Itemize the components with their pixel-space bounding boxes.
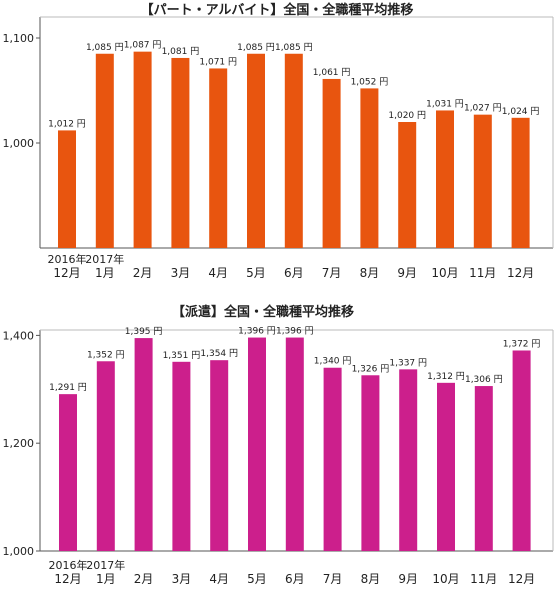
x-tick-label: 12月	[54, 572, 81, 586]
part-time-average-wage-chart: 【パート・アルバイト】全国・全職種平均推移 1,000 1,100 1,012 円 2…	[3, 2, 554, 280]
chart-title: 【パート・アルバイト】全国・全職種平均推移	[141, 2, 414, 18]
bar	[210, 360, 229, 551]
data-label: 1,354 円	[200, 348, 238, 359]
data-label: 1,340 円	[314, 356, 352, 367]
data-label: 1,027 円	[464, 103, 502, 114]
x-tick-label: 2月	[134, 572, 154, 586]
x-tick-label: 12月	[53, 266, 80, 280]
dispatch-average-wage-chart: 【派遣】全国・全職種平均推移 1,000 1,200 1,400 1,291 円 201…	[3, 304, 554, 586]
x-tick-label: 7月	[323, 572, 343, 586]
x-tick-label-year: 2017年	[86, 558, 125, 572]
chart-title: 【派遣】全国・全職種平均推移	[172, 304, 354, 320]
data-label: 1,061 円	[313, 67, 351, 78]
data-label: 1,396 円	[238, 326, 276, 337]
x-tick-label: 1月	[95, 266, 115, 280]
bar	[360, 88, 379, 249]
data-label: 1,337 円	[389, 357, 427, 368]
x-tick-label: 4月	[208, 266, 228, 280]
data-label: 1,352 円	[87, 349, 125, 360]
data-label: 1,312 円	[427, 371, 465, 382]
x-tick-label: 12月	[507, 266, 534, 280]
bar	[323, 367, 342, 551]
data-label: 1,012 円	[48, 118, 86, 129]
x-tick-label: 9月	[398, 572, 418, 586]
data-label: 1,326 円	[352, 363, 390, 374]
data-label: 1,085 円	[237, 42, 275, 53]
bar	[133, 51, 152, 249]
data-label: 1,085 円	[86, 42, 124, 53]
x-tick-label-year: 2016年	[48, 252, 87, 266]
y-tick-label: 1,000	[3, 137, 35, 150]
bar	[512, 350, 531, 551]
x-tick-label: 8月	[361, 572, 381, 586]
data-label: 1,087 円	[124, 40, 162, 51]
bar	[209, 68, 228, 248]
x-tick-label: 8月	[360, 266, 380, 280]
data-label: 1,031 円	[426, 98, 464, 109]
x-tick-label: 4月	[209, 572, 229, 586]
bar	[437, 382, 455, 551]
bar	[473, 114, 492, 249]
bar	[322, 78, 341, 248]
bar	[436, 110, 454, 248]
bar	[247, 53, 265, 248]
data-label: 1,081 円	[162, 46, 200, 57]
bar	[398, 122, 417, 248]
bar	[95, 53, 114, 248]
bar	[59, 394, 77, 551]
x-tick-label: 10月	[431, 266, 458, 280]
data-label: 1,052 円	[351, 76, 389, 87]
y-tick-label: 1,100	[3, 32, 35, 45]
bar	[474, 386, 493, 551]
y-tick-label: 1,200	[3, 437, 35, 450]
x-tick-label: 1月	[96, 572, 116, 586]
x-tick-label: 11月	[470, 572, 497, 586]
x-tick-label: 3月	[172, 572, 192, 586]
bar	[96, 361, 115, 551]
data-label: 1,395 円	[125, 326, 163, 337]
bar	[248, 337, 266, 551]
x-tick-label: 5月	[246, 266, 266, 280]
bar	[399, 369, 418, 551]
data-label: 1,085 円	[275, 42, 313, 53]
x-tick-label: 9月	[397, 266, 417, 280]
data-label: 1,306 円	[465, 374, 503, 385]
bar	[58, 130, 76, 248]
x-tick-label: 3月	[171, 266, 191, 280]
x-tick-label: 10月	[432, 572, 459, 586]
x-tick-label: 11月	[469, 266, 496, 280]
data-label: 1,071 円	[199, 56, 237, 67]
bar	[285, 337, 304, 551]
y-tick-label: 1,400	[3, 329, 35, 342]
x-tick-label: 6月	[284, 266, 304, 280]
bar	[361, 375, 380, 551]
bar	[511, 117, 530, 248]
data-label: 1,372 円	[503, 338, 541, 349]
data-label: 1,020 円	[388, 110, 426, 121]
data-label: 1,024 円	[502, 106, 540, 117]
bar	[171, 57, 190, 249]
x-tick-label-year: 2017年	[85, 252, 124, 266]
bar	[172, 361, 191, 551]
x-tick-label: 6月	[285, 572, 305, 586]
data-label: 1,351 円	[163, 350, 201, 361]
y-tick-label: 1,000	[3, 545, 35, 558]
x-tick-label: 7月	[322, 266, 342, 280]
bar	[134, 338, 153, 551]
x-tick-label: 2月	[133, 266, 153, 280]
x-tick-label: 5月	[247, 572, 267, 586]
bar	[284, 53, 303, 248]
x-tick-label: 12月	[508, 572, 535, 586]
x-tick-label-year: 2016年	[49, 558, 88, 572]
data-label: 1,396 円	[276, 326, 314, 337]
data-label: 1,291 円	[49, 382, 87, 393]
